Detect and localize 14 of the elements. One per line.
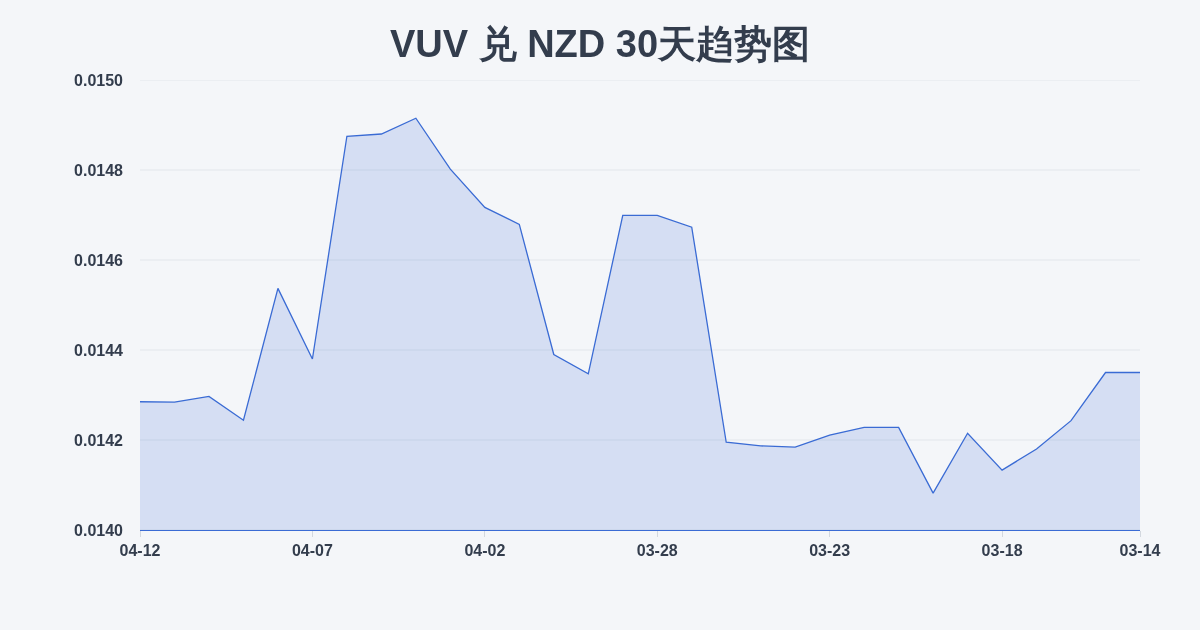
x-tick-label: 03-18 — [981, 542, 1023, 560]
x-tick-label: 03-23 — [809, 542, 851, 560]
x-tick-label: 04-02 — [464, 542, 506, 560]
chart-title: VUV 兑 NZD 30天趋势图 — [389, 23, 811, 66]
x-tick-label: 03-14 — [1119, 542, 1161, 560]
y-tick-label: 0.0140 — [74, 521, 124, 539]
x-tick-label: 04-12 — [119, 542, 161, 560]
x-tick-label: 03-28 — [636, 542, 678, 560]
y-tick-label: 0.0148 — [74, 161, 124, 179]
y-tick-label: 0.0146 — [74, 251, 124, 269]
y-tick-label: 0.0142 — [74, 431, 124, 449]
y-tick-label: 0.0144 — [74, 341, 124, 359]
x-tick-label: 04-07 — [291, 542, 333, 560]
y-tick-label: 0.0150 — [74, 71, 124, 89]
